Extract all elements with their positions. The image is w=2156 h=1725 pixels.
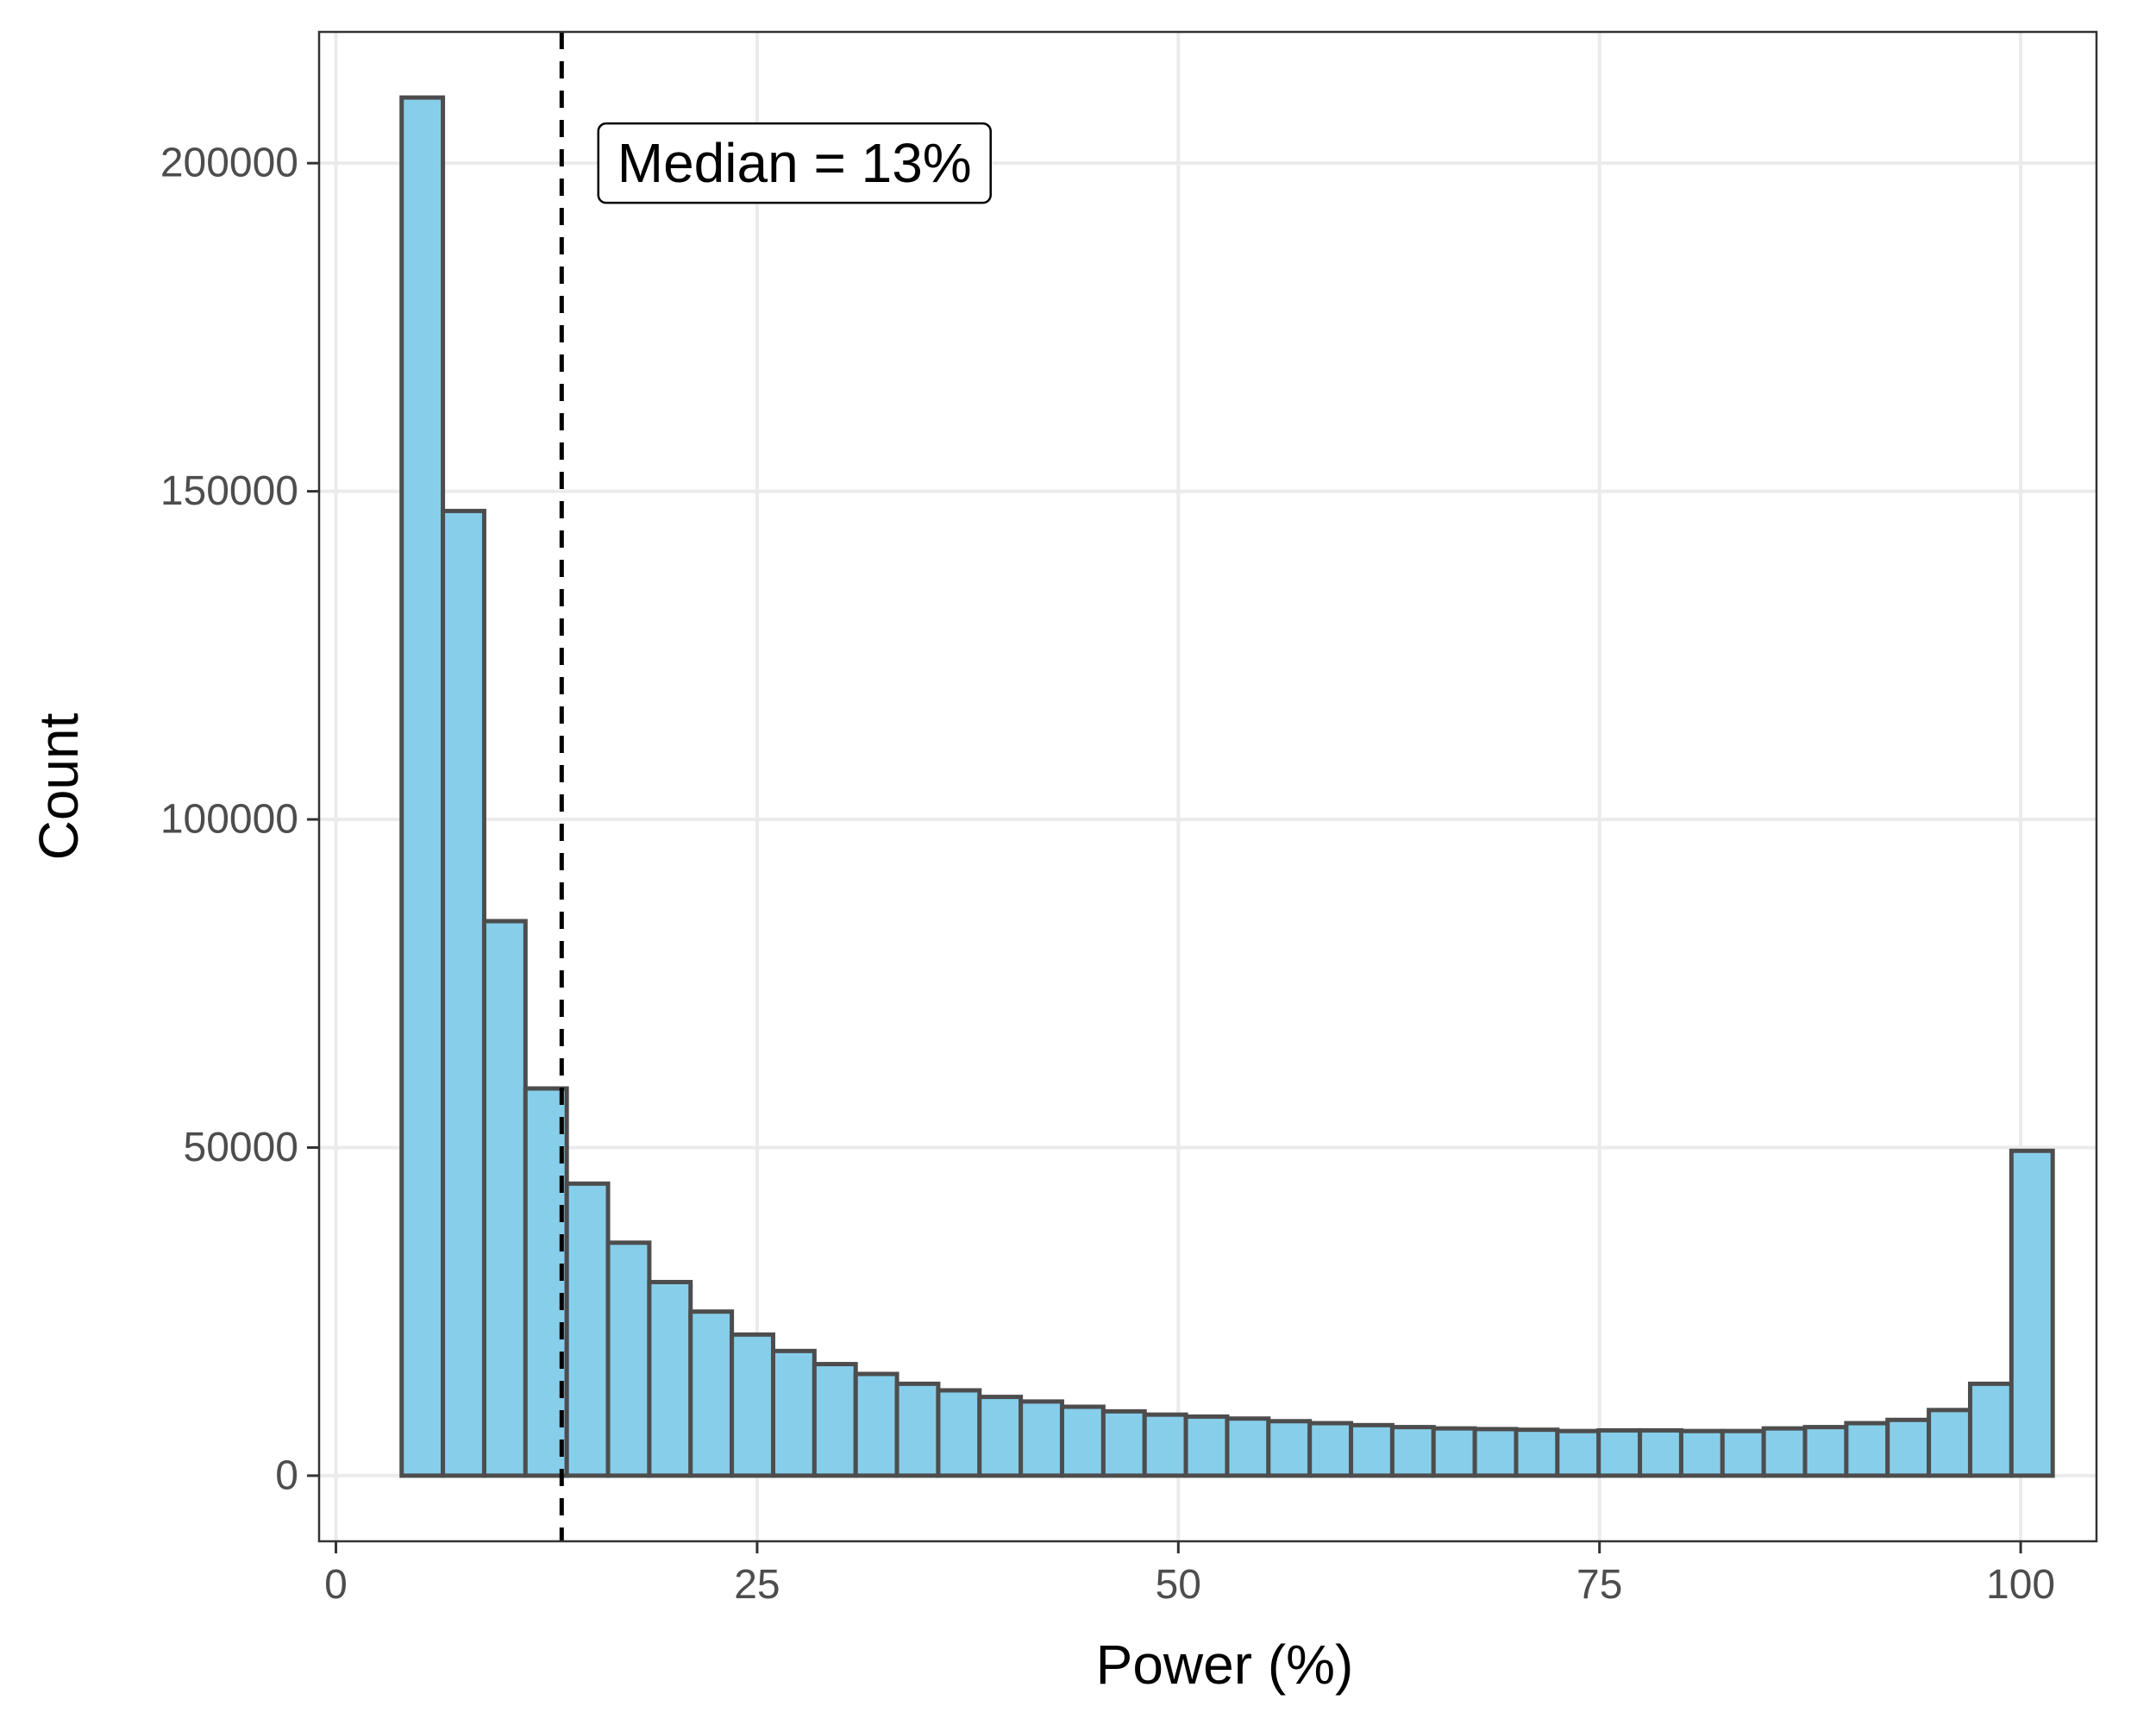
histogram-bar-38 [1967, 1381, 2014, 1478]
x-axis-title: Power (%) [1096, 1634, 1354, 1696]
histogram-bar-12 [894, 1381, 941, 1478]
histogram-bar-14 [977, 1395, 1024, 1478]
histogram-bar-35 [1844, 1421, 1890, 1478]
histogram-bar-18 [1142, 1412, 1188, 1478]
y-axis: 0 50000 100000 150000 200000 [160, 141, 319, 1498]
histogram-bar-9 [770, 1348, 817, 1478]
y-tick-label-1: 50000 [184, 1125, 298, 1170]
x-tick-label-4: 100 [1986, 1562, 2055, 1608]
histogram-bar-33 [1761, 1426, 1808, 1478]
histogram-bar-22 [1307, 1421, 1354, 1478]
histogram-bar-5 [605, 1240, 652, 1478]
histogram-bar-20 [1225, 1416, 1271, 1478]
histogram-bar-27 [1514, 1427, 1560, 1478]
histogram-bar-31 [1678, 1428, 1725, 1478]
x-tick-label-0: 0 [324, 1562, 348, 1608]
x-tick-label-3: 75 [1576, 1562, 1622, 1608]
histogram-bar-15 [1018, 1399, 1065, 1478]
histogram-bar-29 [1596, 1427, 1643, 1478]
histogram-bar-24 [1389, 1425, 1436, 1478]
histogram-bar-26 [1472, 1427, 1519, 1478]
y-tick-label-3: 150000 [160, 468, 298, 514]
x-tick-label-2: 50 [1156, 1562, 1201, 1608]
histogram-bar-16 [1060, 1404, 1106, 1478]
x-axis: 0 25 50 75 100 [324, 1541, 2055, 1608]
panel-border [317, 30, 2098, 1543]
histogram-bars [399, 95, 2055, 1478]
histogram-bar-13 [936, 1388, 982, 1478]
histogram-bar-2 [481, 919, 528, 1478]
histogram-bar-1 [441, 508, 486, 1478]
median-annotation: Median = 13% [597, 122, 992, 204]
histogram-bar-36 [1885, 1417, 1932, 1478]
histogram-bar-28 [1555, 1428, 1601, 1478]
histogram-bar-7 [688, 1309, 735, 1478]
y-tick-label-4: 200000 [160, 141, 298, 186]
histogram-bar-21 [1266, 1419, 1313, 1478]
histogram-bar-30 [1638, 1427, 1683, 1478]
median-annotation-text: Median = 13% [617, 132, 972, 194]
histogram-bar-19 [1183, 1414, 1230, 1478]
histogram-bar-34 [1802, 1425, 1849, 1478]
histogram-bar-11 [853, 1371, 899, 1478]
y-tick-label-2: 100000 [160, 797, 298, 843]
histogram-bar-6 [647, 1279, 693, 1478]
y-tick-label-0: 0 [275, 1452, 298, 1498]
histogram-bar-0 [399, 95, 446, 1478]
histogram-bar-37 [1927, 1408, 1972, 1478]
histogram-bar-17 [1100, 1408, 1147, 1478]
median-annotation-box [597, 122, 992, 204]
histogram-bar-8 [730, 1332, 775, 1478]
histogram-bar-39 [2009, 1148, 2055, 1478]
histogram-bar-4 [564, 1181, 611, 1478]
y-axis-title: Count [28, 712, 90, 860]
x-tick-label-1: 25 [734, 1562, 780, 1608]
histogram-bar-32 [1720, 1428, 1766, 1478]
histogram-bar-10 [812, 1362, 858, 1478]
histogram-bar-23 [1349, 1422, 1395, 1478]
histogram-bar-25 [1431, 1426, 1477, 1478]
